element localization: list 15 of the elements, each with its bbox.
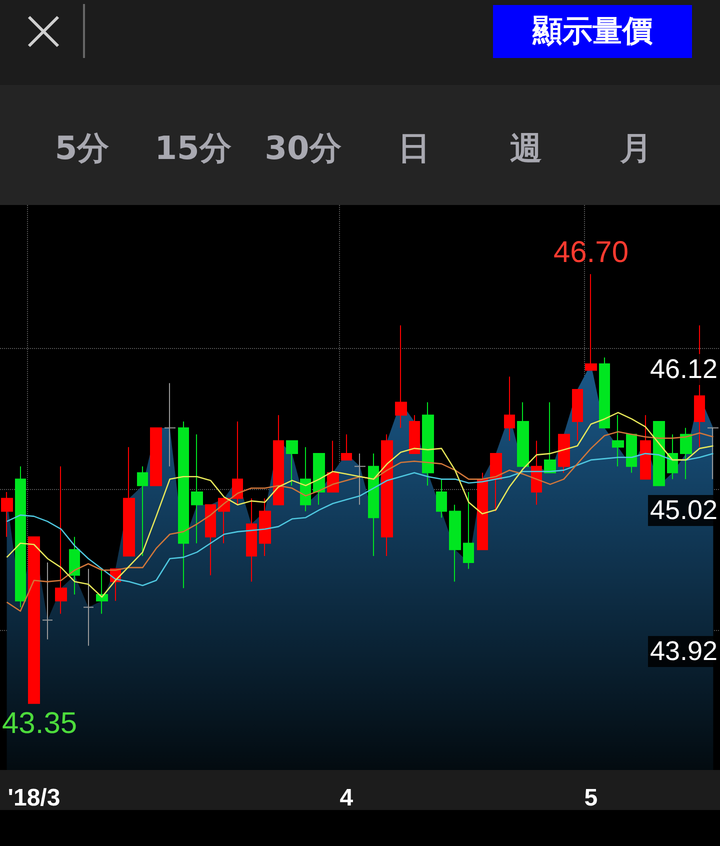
y-tick-label: 45.02 [648,495,720,526]
y-tick-label: 46.12 [648,354,720,386]
annotation: 46.70 [553,236,629,270]
text: 30分 [264,128,342,169]
text: 15分 [154,128,232,169]
y-tick-label: 43.92 [648,636,720,668]
text: 日 [398,128,430,169]
x-tick-label: 5 [584,784,598,812]
x-tick-label: '18/3 [8,784,60,812]
text: 週 [510,128,542,169]
text: 月 [620,128,652,169]
annotation: 43.35 [2,707,78,742]
x-tick-label: 4 [340,784,354,812]
text: 顯示量價 [493,5,692,58]
text: 5分 [54,128,110,169]
